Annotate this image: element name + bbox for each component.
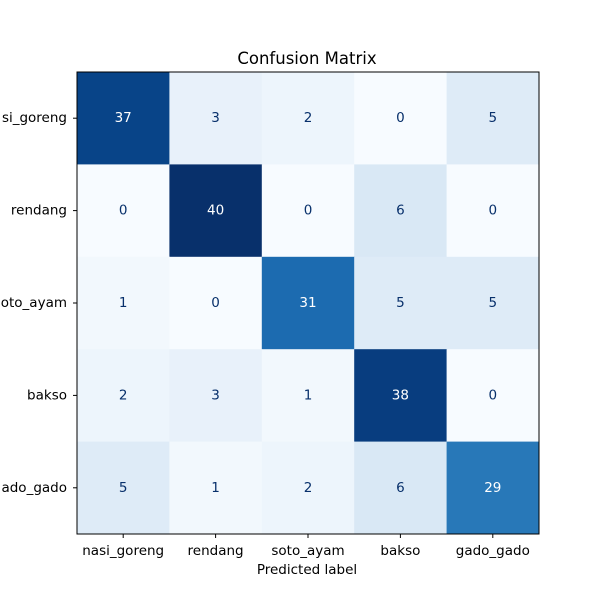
x-axis-label: Predicted label [257, 562, 357, 578]
cell-value-label: 31 [299, 295, 316, 311]
cell-value-label: 0 [489, 203, 498, 219]
cell-value-label: 6 [396, 203, 405, 219]
x-tick-label-soto_ayam: soto_ayam [271, 543, 344, 559]
chart-title: Confusion Matrix [237, 49, 377, 68]
heatmap-cell-gado_gado-nasi_goreng [77, 441, 170, 535]
heatmap-cell-rendang-soto_ayam [261, 164, 355, 258]
heatmap-cell-nasi_goreng-gado_gado [446, 72, 540, 165]
cell-value-label: 5 [119, 480, 128, 496]
heatmap-cell-soto_ayam-nasi_goreng [77, 256, 170, 350]
cell-value-label: 5 [489, 110, 498, 126]
cell-value-label: 40 [207, 203, 224, 219]
heatmap-cell-rendang-gado_gado [446, 164, 540, 258]
cell-value-label: 0 [489, 387, 498, 403]
cell-value-label: 1 [211, 480, 220, 496]
cell-value-label: 3 [211, 110, 220, 126]
cell-value-label: 3 [211, 387, 220, 403]
x-tick-label-nasi_goreng: nasi_goreng [82, 543, 164, 559]
heatmap-cell-gado_gado-soto_ayam [261, 441, 355, 535]
y-tick-label-rendang: rendang [11, 203, 67, 219]
heatmap-cell-gado_gado-rendang [169, 441, 263, 535]
cell-value-labels: 37 3 2 0 50 40 0 6 01 0 31 5 52 3 1 38 05 1 2 6 29 [115, 110, 502, 496]
y-tick-label-gado_gado: ado_gado [1, 480, 67, 496]
heatmap-cell-rendang-rendang [169, 164, 263, 258]
heatmap-cell-soto_ayam-gado_gado [446, 256, 540, 350]
cell-value-label: 29 [484, 480, 501, 496]
plot-frame [76, 71, 540, 535]
heatmap-cells [77, 72, 540, 535]
heatmap-cell-bakso-nasi_goreng [77, 349, 170, 443]
x-tick-label-gado_gado: gado_gado [456, 543, 530, 559]
heatmap-cell-gado_gado-gado_gado [446, 441, 540, 535]
x-axis-ticks: nasi_goreng rendang soto_ayam bakso gado_gad… [82, 534, 530, 559]
heatmap-cell-rendang-nasi_goreng [77, 164, 170, 258]
heatmap-cell-nasi_goreng-soto_ayam [261, 72, 355, 165]
y-tick-label-soto_ayam: oto_ayam [1, 295, 67, 311]
cell-value-label: 0 [119, 203, 128, 219]
heatmap-cell-soto_ayam-soto_ayam [261, 256, 355, 350]
heatmap-cell-gado_gado-bakso [354, 441, 448, 535]
heatmap-cell-bakso-soto_ayam [261, 349, 355, 443]
x-tick-label-rendang: rendang [188, 543, 244, 559]
cell-value-label: 38 [392, 387, 409, 403]
heatmap-cell-bakso-bakso [354, 349, 448, 443]
y-tick-label-nasi_goreng: si_goreng [2, 110, 67, 126]
cell-value-label: 0 [304, 203, 313, 219]
cell-value-label: 0 [396, 110, 405, 126]
heatmap-cell-soto_ayam-rendang [169, 256, 263, 350]
cell-value-label: 5 [489, 295, 498, 311]
cell-value-label: 5 [396, 295, 405, 311]
cell-value-label: 37 [115, 110, 132, 126]
heatmap-cell-nasi_goreng-rendang [169, 72, 263, 165]
heatmap-cell-bakso-rendang [169, 349, 263, 443]
x-tick-label-bakso: bakso [380, 543, 420, 559]
heatmap-cell-rendang-bakso [354, 164, 448, 258]
y-tick-label-bakso: bakso [27, 387, 67, 403]
cell-value-label: 0 [211, 295, 220, 311]
cell-value-label: 6 [396, 480, 405, 496]
cell-value-label: 2 [119, 387, 128, 403]
cell-value-label: 1 [119, 295, 128, 311]
heatmap-cell-nasi_goreng-bakso [354, 72, 448, 165]
cell-value-label: 2 [304, 110, 313, 126]
heatmap-cell-bakso-gado_gado [446, 349, 540, 443]
heatmap-cell-nasi_goreng-nasi_goreng [77, 72, 170, 165]
cell-value-label: 2 [304, 480, 313, 496]
cell-value-label: 1 [304, 387, 313, 403]
heatmap-cell-soto_ayam-bakso [354, 256, 448, 350]
